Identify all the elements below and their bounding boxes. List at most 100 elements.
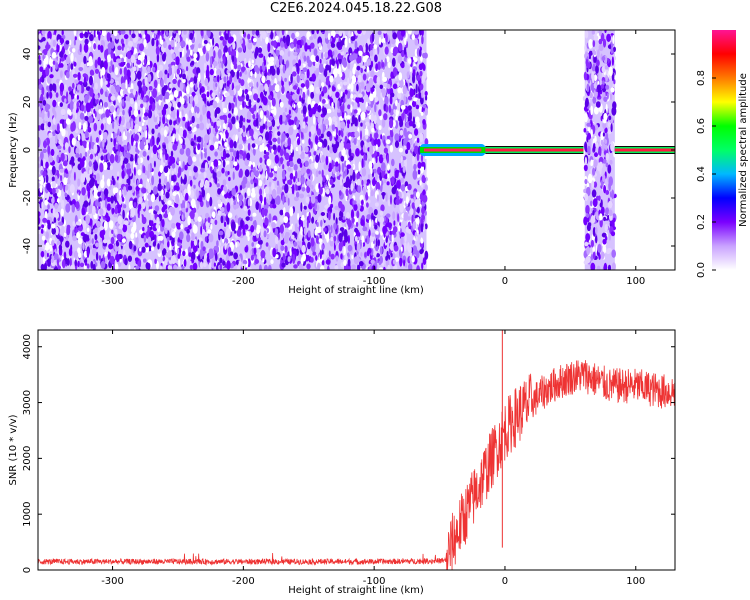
noise-speckle	[419, 70, 423, 77]
noise-speckle	[335, 161, 339, 167]
noise-speckle	[340, 262, 344, 268]
noise-speckle	[420, 111, 424, 116]
noise-speckle	[120, 156, 123, 166]
noise-speckle	[41, 244, 46, 249]
noise-speckle	[363, 179, 367, 185]
noise-speckle	[321, 154, 325, 163]
noise-speckle	[307, 96, 311, 106]
noise-speckle	[246, 152, 251, 161]
noise-speckle	[340, 155, 345, 162]
noise-speckle	[182, 138, 185, 146]
noise-speckle	[292, 71, 297, 77]
noise-speckle	[284, 142, 288, 148]
noise-speckle	[198, 82, 202, 89]
noise-speckle	[186, 66, 189, 72]
noise-speckle	[129, 30, 132, 36]
noise-speckle	[377, 30, 382, 36]
noise-speckle	[373, 168, 377, 174]
noise-speckle	[224, 142, 228, 147]
noise-speckle	[292, 169, 295, 178]
noise-speckle	[192, 100, 195, 108]
noise-speckle	[107, 161, 111, 171]
noise-speckle	[172, 78, 177, 84]
noise-speckle	[51, 176, 55, 182]
noise-speckle	[75, 128, 79, 134]
noise-speckle	[365, 134, 369, 140]
noise-speckle	[289, 206, 294, 217]
noise-speckle	[204, 161, 208, 171]
noise-speckle	[56, 123, 60, 133]
noise-speckle	[293, 164, 298, 171]
noise-speckle	[275, 195, 281, 206]
noise-speckle	[225, 153, 230, 158]
noise-speckle	[409, 245, 412, 254]
noise-speckle	[325, 79, 330, 86]
noise-speckle	[38, 55, 41, 60]
noise-speckle	[397, 213, 400, 223]
noise-speckle	[364, 203, 367, 211]
noise-speckle	[155, 124, 159, 129]
noise-speckle	[100, 179, 105, 189]
noise-speckle	[58, 138, 62, 145]
noise-speckle	[216, 69, 220, 75]
noise-speckle	[422, 194, 428, 203]
noise-speckle	[80, 104, 85, 112]
noise-speckle	[403, 46, 407, 55]
noise-speckle	[338, 241, 343, 252]
noise-speckle	[88, 169, 93, 175]
noise-speckle	[193, 239, 197, 246]
noise-speckle	[157, 30, 161, 36]
noise-speckle	[319, 234, 323, 240]
noise-speckle	[147, 184, 152, 194]
noise-speckle	[83, 76, 87, 85]
noise-speckle	[103, 101, 108, 108]
noise-speckle	[110, 195, 114, 204]
noise-speckle	[61, 259, 66, 269]
noise-speckle	[39, 66, 44, 72]
noise-speckle	[93, 189, 98, 199]
noise-speckle	[69, 39, 72, 46]
noise-speckle	[389, 144, 394, 153]
noise-speckle	[188, 175, 192, 181]
noise-speckle	[248, 60, 251, 68]
noise-speckle	[277, 137, 281, 145]
noise-speckle	[336, 59, 339, 69]
noise-speckle	[389, 230, 393, 236]
noise-speckle	[43, 58, 46, 69]
noise-speckle	[158, 70, 163, 80]
noise-speckle	[308, 138, 311, 146]
noise-speckle	[129, 130, 132, 135]
noise-speckle	[403, 211, 409, 221]
noise-speckle	[344, 169, 347, 177]
noise-speckle	[145, 129, 148, 139]
noise-speckle	[301, 187, 306, 192]
noise-speckle	[346, 164, 352, 169]
noise-speckle	[97, 56, 102, 66]
noise-speckle	[300, 256, 304, 265]
noise-speckle	[227, 126, 230, 133]
noise-speckle	[231, 116, 236, 125]
noise-speckle	[123, 150, 126, 158]
noise-speckle	[176, 109, 179, 119]
noise-speckle	[388, 105, 392, 113]
noise-speckle	[242, 227, 246, 236]
noise-speckle	[77, 260, 80, 268]
noise-speckle	[156, 53, 160, 63]
noise-speckle	[349, 155, 354, 161]
noise-speckle	[287, 187, 292, 194]
noise-speckle	[38, 33, 42, 40]
noise-speckle	[375, 253, 380, 258]
noise-speckle	[299, 95, 302, 102]
noise-speckle	[362, 73, 367, 81]
noise-speckle	[386, 155, 389, 164]
noise-speckle	[183, 30, 187, 35]
noise-speckle	[138, 203, 142, 210]
noise-speckle	[295, 31, 300, 37]
noise-speckle	[297, 138, 301, 146]
noise-speckle	[402, 85, 407, 95]
noise-speckle	[371, 232, 376, 237]
noise-speckle	[181, 265, 185, 270]
noise-speckle	[293, 125, 297, 130]
noise-speckle	[101, 66, 106, 76]
noise-speckle	[274, 236, 279, 244]
